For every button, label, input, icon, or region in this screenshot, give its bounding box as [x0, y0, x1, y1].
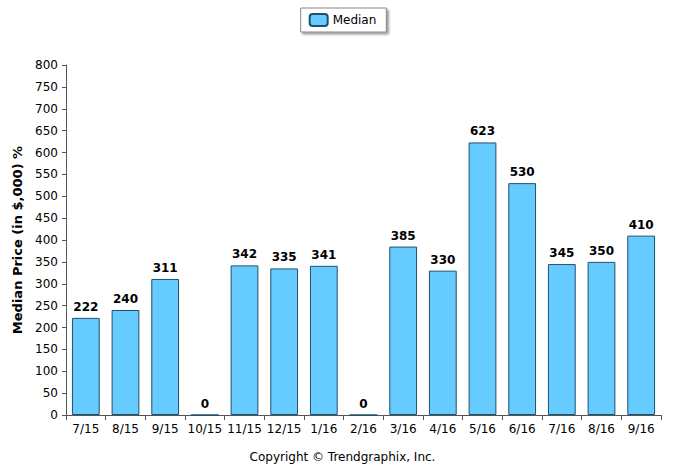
svg-text:335: 335: [272, 250, 297, 264]
svg-text:9/15: 9/15: [152, 422, 179, 436]
svg-text:800: 800: [35, 58, 58, 72]
svg-text:345: 345: [549, 246, 574, 260]
svg-text:550: 550: [35, 167, 58, 181]
svg-text:7/16: 7/16: [548, 422, 575, 436]
svg-text:342: 342: [232, 247, 257, 261]
svg-text:4/16: 4/16: [429, 422, 456, 436]
svg-text:700: 700: [35, 102, 58, 116]
svg-text:Median Price (in $,000) %: Median Price (in $,000) %: [10, 146, 25, 334]
svg-text:385: 385: [391, 229, 416, 243]
svg-text:410: 410: [629, 218, 654, 232]
svg-text:450: 450: [35, 211, 58, 225]
svg-text:150: 150: [35, 342, 58, 356]
svg-text:650: 650: [35, 124, 58, 138]
svg-text:311: 311: [153, 261, 178, 275]
svg-text:9/16: 9/16: [628, 422, 655, 436]
svg-text:400: 400: [35, 233, 58, 247]
svg-text:250: 250: [35, 299, 58, 313]
svg-text:200: 200: [35, 321, 58, 335]
svg-text:10/15: 10/15: [188, 422, 223, 436]
svg-text:11/15: 11/15: [227, 422, 262, 436]
svg-text:3/16: 3/16: [390, 422, 417, 436]
svg-text:750: 750: [35, 80, 58, 94]
svg-text:300: 300: [35, 277, 58, 291]
svg-text:623: 623: [470, 124, 495, 138]
svg-text:2/16: 2/16: [350, 422, 377, 436]
svg-text:341: 341: [311, 248, 336, 262]
svg-text:0: 0: [201, 397, 209, 411]
svg-text:1/16: 1/16: [310, 422, 337, 436]
svg-text:Median: Median: [333, 13, 377, 27]
svg-text:350: 350: [589, 244, 614, 258]
svg-text:600: 600: [35, 146, 58, 160]
svg-text:5/16: 5/16: [469, 422, 496, 436]
svg-text:7/15: 7/15: [72, 422, 99, 436]
svg-text:330: 330: [430, 253, 455, 267]
svg-text:350: 350: [35, 255, 58, 269]
svg-text:12/15: 12/15: [267, 422, 302, 436]
svg-text:222: 222: [73, 300, 98, 314]
svg-text:8/16: 8/16: [588, 422, 615, 436]
svg-text:6/16: 6/16: [509, 422, 536, 436]
svg-text:8/15: 8/15: [112, 422, 139, 436]
svg-text:500: 500: [35, 189, 58, 203]
svg-text:0: 0: [359, 397, 367, 411]
svg-text:0: 0: [50, 408, 58, 422]
svg-text:100: 100: [35, 364, 58, 378]
svg-text:50: 50: [43, 386, 58, 400]
svg-text:Copyright © Trendgraphix, Inc.: Copyright © Trendgraphix, Inc.: [250, 450, 436, 464]
svg-text:240: 240: [113, 292, 138, 306]
svg-text:530: 530: [510, 165, 535, 179]
